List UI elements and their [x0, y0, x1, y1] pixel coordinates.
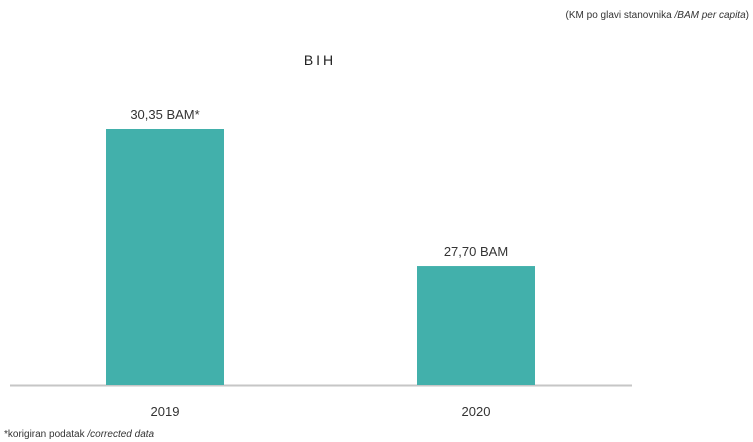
- footnote-prefix: *korigiran podatak: [4, 429, 88, 440]
- unit-note-italic: /BAM per capita: [674, 10, 746, 21]
- chart-title: BIH: [303, 52, 337, 68]
- unit-note-prefix: (KM po glavi stanovnika: [565, 10, 675, 21]
- unit-note-suffix: ): [745, 10, 749, 21]
- bar-2019: [106, 129, 224, 385]
- footnote: *korigiran podatak /corrected data: [4, 429, 154, 440]
- footnote-italic: /corrected data: [87, 429, 155, 440]
- data-label-2020: 27,70 BAM: [444, 244, 508, 259]
- bar-2020: [417, 266, 535, 385]
- data-label-2019: 30,35 BAM*: [130, 107, 199, 122]
- unit-note: (KM po glavi stanovnika /BAM per capita): [566, 10, 749, 21]
- x-tick-label-2019: 2019: [151, 404, 180, 419]
- x-tick-label-2020: 2020: [462, 404, 491, 419]
